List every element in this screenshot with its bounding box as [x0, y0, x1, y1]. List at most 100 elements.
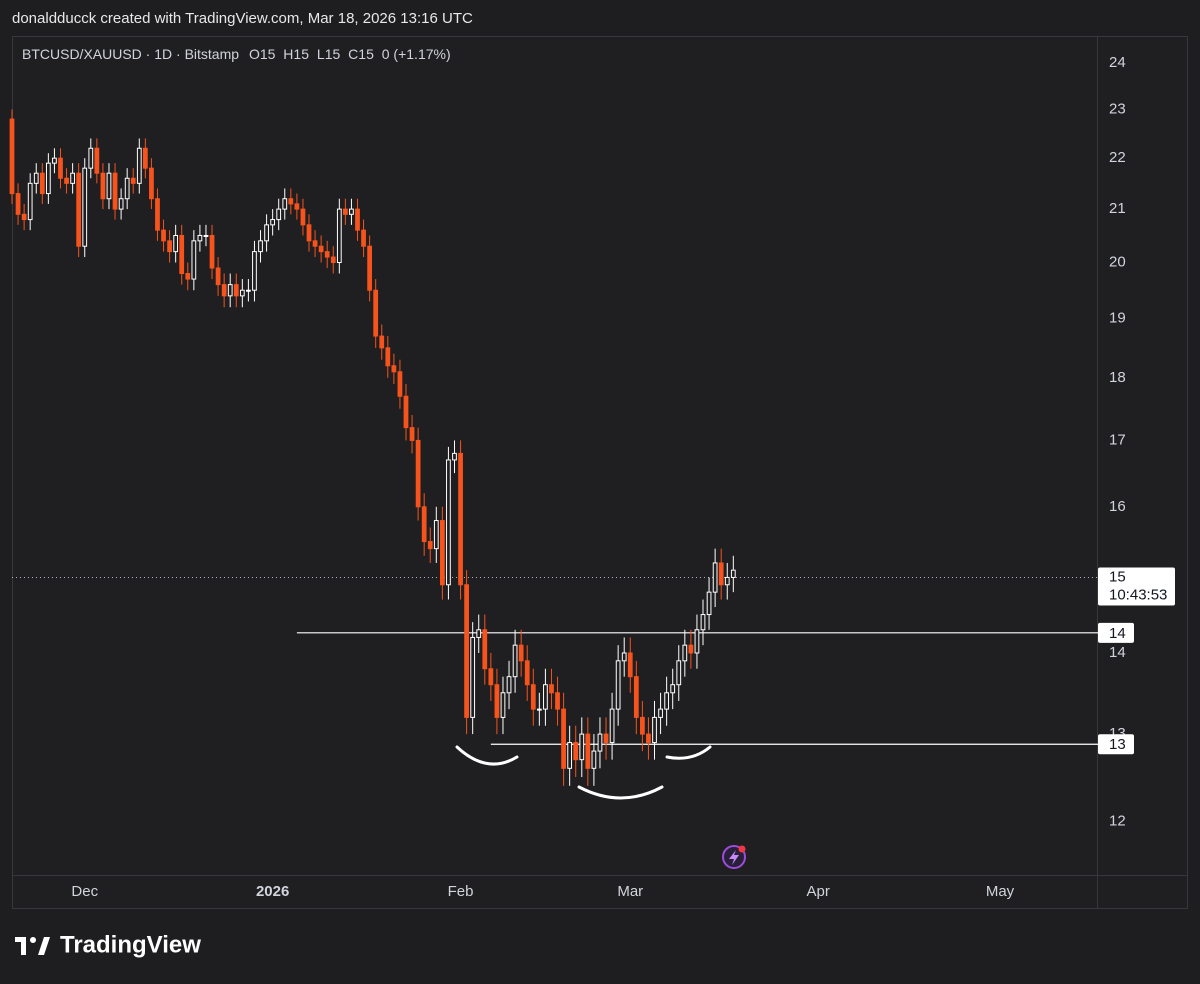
alert-icon[interactable]: [722, 845, 746, 869]
x-tick-label: 2026: [256, 883, 289, 900]
candle: [258, 230, 263, 263]
candle: [446, 446, 451, 600]
logo-mark: [15, 937, 50, 955]
candle: [403, 383, 409, 441]
candle-body: [573, 742, 579, 761]
y-tick-label: 22: [1109, 149, 1126, 166]
candle: [688, 629, 694, 669]
candle-body: [94, 147, 100, 174]
candle: [633, 660, 639, 735]
candle: [567, 725, 573, 786]
candle: [482, 614, 488, 685]
candle-body: [476, 629, 482, 638]
candle: [476, 614, 482, 653]
y-tick-label: 14: [1109, 644, 1126, 661]
candle: [361, 219, 366, 258]
candle: [227, 273, 233, 308]
candle: [409, 414, 415, 454]
candle: [470, 622, 476, 735]
candle-body: [39, 172, 45, 195]
candle-body: [239, 289, 245, 297]
candle: [276, 198, 282, 231]
candle-body: [464, 584, 469, 718]
candle: [609, 692, 615, 760]
candle-body: [21, 213, 27, 221]
candle: [603, 717, 609, 760]
candle: [518, 629, 524, 677]
candle: [94, 138, 100, 184]
candle: [149, 158, 154, 210]
candle-body: [524, 660, 530, 686]
candle: [15, 183, 21, 225]
candle: [585, 717, 591, 786]
candle: [712, 548, 718, 608]
candle-body: [306, 224, 312, 242]
candle-body: [646, 733, 651, 744]
candle-body: [603, 733, 609, 744]
candle-body: [585, 733, 591, 769]
candle-body: [300, 208, 306, 226]
candle-body: [658, 708, 663, 718]
candle: [300, 198, 306, 236]
candle-body: [9, 118, 15, 195]
candle: [100, 163, 106, 210]
drawing-arc: [455, 745, 519, 766]
candle-body: [579, 733, 585, 761]
candle: [312, 230, 318, 258]
candle-body: [549, 684, 554, 694]
candle: [415, 427, 421, 521]
alert-bolt: [729, 850, 739, 865]
candle-body: [82, 167, 88, 247]
candle: [555, 676, 560, 726]
candle: [658, 692, 663, 735]
candle: [324, 240, 330, 269]
candle-body: [530, 684, 536, 710]
candle: [306, 214, 312, 252]
candle: [155, 188, 160, 241]
candle-body: [106, 172, 112, 200]
drawing-arc: [577, 785, 664, 800]
candle-body: [458, 452, 463, 586]
legend-key: H: [283, 46, 293, 62]
candle-body: [567, 742, 573, 769]
candle-body: [149, 167, 154, 200]
legend-value: 15: [293, 46, 309, 62]
candle-body: [155, 198, 160, 231]
candle-body: [142, 147, 148, 169]
candle: [27, 173, 33, 231]
candle-body: [373, 289, 379, 337]
candle-body: [494, 684, 500, 718]
candle-body: [288, 198, 294, 205]
candle-body: [724, 576, 730, 586]
candle-body: [270, 219, 276, 226]
candle-body: [27, 182, 33, 221]
legend-key: C: [348, 46, 358, 62]
candle-body: [379, 335, 385, 349]
candle: [70, 163, 75, 194]
level-label-box: [1098, 734, 1134, 755]
legend-symbol: BTCUSD/XAUUSD · 1D · Bitstamp: [22, 46, 239, 62]
x-tick-label: Mar: [617, 883, 643, 900]
y-tick-label: 18: [1109, 369, 1126, 386]
candle: [494, 668, 500, 735]
candle: [730, 555, 736, 593]
candle-body: [427, 541, 433, 550]
y-tick-label: 21: [1109, 200, 1126, 217]
candle: [530, 668, 536, 726]
candle-body: [439, 520, 445, 586]
candle: [349, 198, 354, 225]
candle: [239, 279, 245, 308]
candle-body: [706, 591, 712, 616]
candle-body: [161, 229, 166, 242]
candle-body: [591, 750, 597, 769]
candle: [694, 614, 700, 669]
candle-body: [385, 347, 391, 367]
candle: [536, 692, 542, 726]
candle-body: [652, 716, 657, 744]
candle-body: [246, 289, 251, 292]
candle-body: [433, 520, 439, 550]
candle: [106, 163, 112, 210]
candle-body: [700, 614, 706, 631]
candle: [270, 209, 276, 236]
